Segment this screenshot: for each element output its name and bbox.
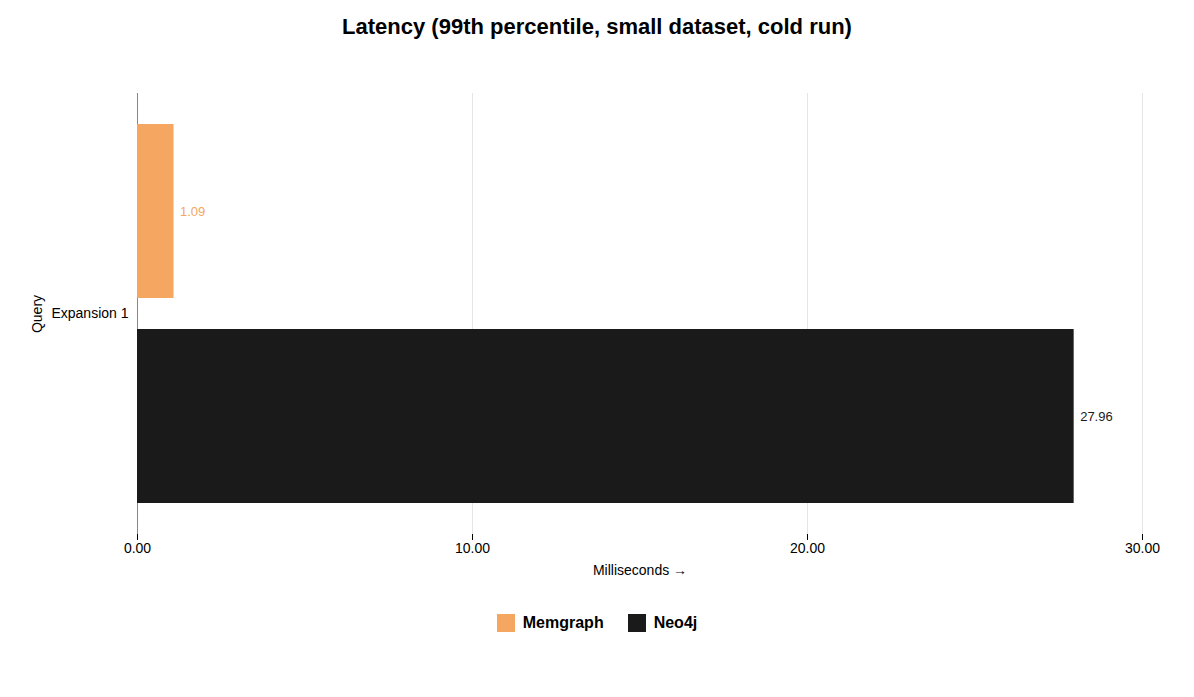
svg-text:Query: Query: [29, 295, 45, 333]
svg-text:27.96: 27.96: [1080, 409, 1113, 424]
svg-text:Milliseconds →: Milliseconds →: [593, 562, 687, 578]
svg-text:20.00: 20.00: [790, 540, 825, 556]
svg-text:30.00: 30.00: [1125, 540, 1160, 556]
html-text:Latency (99th percentile, smal: Latency (99th percentile, small dataset,…: [342, 14, 852, 39]
svg-text:1.09: 1.09: [180, 204, 205, 219]
html-text:Neo4j: Neo4j: [653, 614, 698, 631]
svg-text:Expansion 1: Expansion 1: [51, 305, 128, 321]
svg-text:0.00: 0.00: [124, 540, 151, 556]
html-text:Memgraph: Memgraph: [522, 614, 604, 631]
svg-text:10.00: 10.00: [455, 540, 490, 556]
